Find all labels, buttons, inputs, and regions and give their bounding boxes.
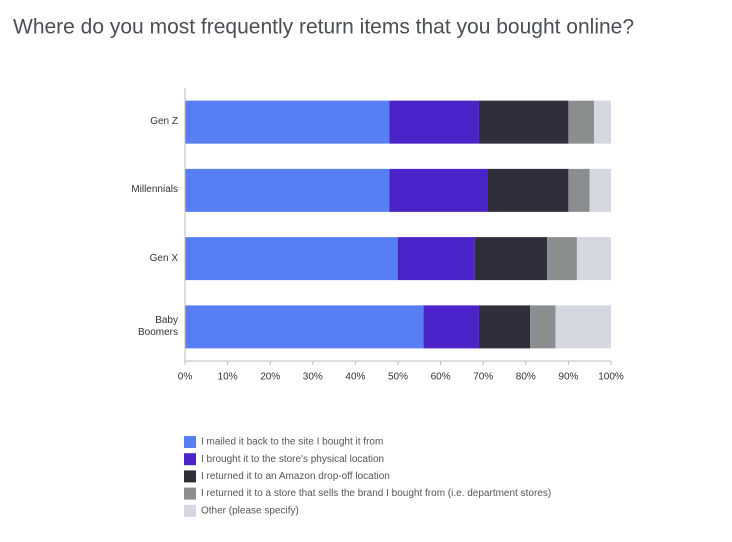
legend-swatch bbox=[184, 504, 196, 517]
legend-label: I brought it to the store's physical loc… bbox=[201, 454, 384, 465]
x-tick-label: 50% bbox=[388, 372, 408, 383]
x-tick-label: 90% bbox=[558, 372, 578, 383]
bar-segment bbox=[478, 100, 569, 144]
bar-segment bbox=[423, 305, 479, 349]
bar-segment bbox=[576, 237, 611, 281]
y-tick-label: Baby Boomers bbox=[137, 314, 178, 338]
x-tick-label: 100% bbox=[598, 372, 624, 383]
bar-segment bbox=[185, 100, 390, 144]
bar-segment bbox=[389, 100, 479, 144]
bar-segment bbox=[398, 237, 475, 281]
x-tick-label: 30% bbox=[303, 372, 323, 383]
bar-segment bbox=[487, 168, 569, 212]
chart-title: Where do you most frequently return item… bbox=[13, 16, 634, 39]
x-tick-label: 40% bbox=[345, 372, 365, 383]
bar-segment bbox=[547, 237, 577, 281]
legend-swatch bbox=[184, 487, 196, 500]
bar-segment bbox=[593, 100, 611, 144]
x-tick-label: 70% bbox=[473, 372, 493, 383]
legend-swatch bbox=[184, 470, 196, 483]
bar-segment bbox=[555, 305, 611, 349]
bar-segment bbox=[568, 168, 590, 212]
legend-swatch bbox=[184, 453, 196, 466]
legend-label: Other (please specify) bbox=[201, 505, 299, 516]
legend-label: I returned it to an Amazon drop-off loca… bbox=[201, 471, 390, 482]
bar-segment bbox=[185, 305, 424, 349]
bar-segment bbox=[185, 237, 398, 281]
bar-segment bbox=[185, 168, 390, 212]
y-tick-label: Gen X bbox=[149, 252, 178, 264]
bar-segment bbox=[474, 237, 548, 281]
bar-segment bbox=[530, 305, 556, 349]
legend-label: I mailed it back to the site I bought it… bbox=[201, 437, 383, 448]
x-tick-label: 20% bbox=[260, 372, 280, 383]
y-tick-label: Gen Z bbox=[150, 116, 178, 128]
bar-segment bbox=[478, 305, 531, 349]
x-tick-label: 10% bbox=[218, 372, 238, 383]
x-tick-label: 60% bbox=[431, 372, 451, 383]
legend-swatch bbox=[184, 436, 196, 448]
bar-segment bbox=[568, 100, 594, 144]
x-tick-label: 0% bbox=[178, 372, 193, 383]
y-tick-label: Millennials bbox=[131, 184, 178, 196]
bar-segment bbox=[589, 168, 611, 212]
bar-segment bbox=[389, 168, 488, 212]
x-tick-label: 80% bbox=[516, 372, 536, 383]
legend-label: I returned it to a store that sells the … bbox=[201, 488, 551, 499]
